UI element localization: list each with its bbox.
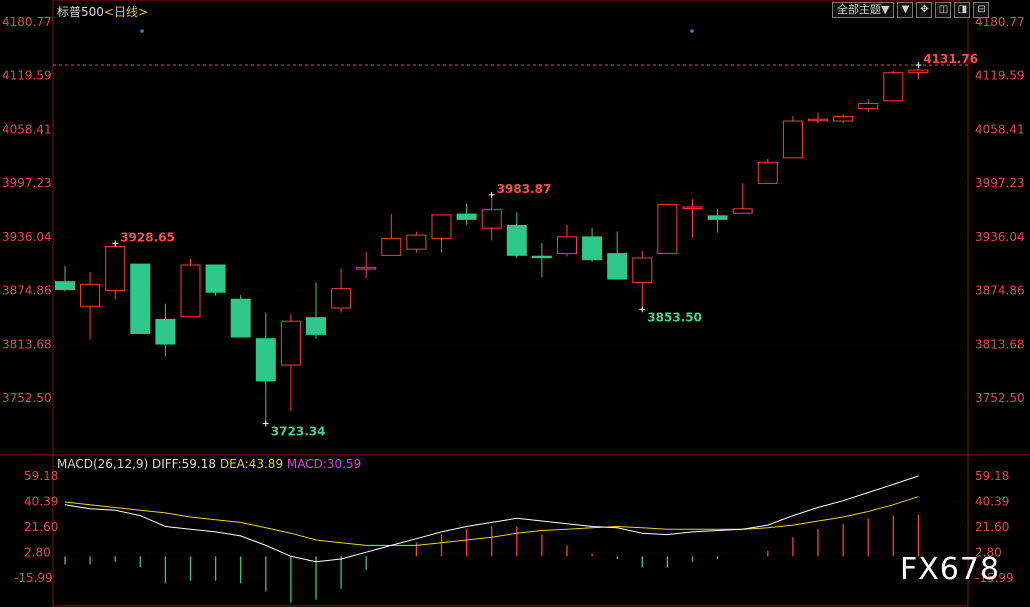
minimize-icon[interactable]: ⊟ <box>973 2 990 18</box>
candle-body-up <box>782 120 803 159</box>
high-annotation-label: 3928.65 <box>120 230 175 244</box>
price-tick-label-left: 4058.41 <box>2 122 52 136</box>
candle-body-up <box>406 234 427 250</box>
candle-body-down <box>506 224 527 256</box>
symbol-label: 标普500 <box>57 5 104 19</box>
price-tick-label-left: 3752.50 <box>2 391 52 405</box>
candle-body-up <box>858 102 879 110</box>
candle-body-up <box>80 283 101 307</box>
low-annotation-label: 3853.50 <box>647 310 702 324</box>
macd-tick-label-right: 40.39 <box>975 494 1009 508</box>
high-annotation-label: 4131.76 <box>923 52 978 66</box>
macd-tick-label-right: 2.80 <box>975 546 1002 560</box>
price-tick-label-right: 3936.04 <box>975 230 1025 244</box>
macd-tick-label-left: 2.80 <box>24 546 51 560</box>
diff-line <box>64 475 919 563</box>
candle-body-up <box>381 238 402 256</box>
candle-body-up <box>732 208 753 214</box>
candle-body-up <box>833 116 854 122</box>
frame-border <box>52 0 969 607</box>
price-tick-label-right: 3997.23 <box>975 176 1025 190</box>
candle-body-down <box>255 338 276 382</box>
macd-tick-label-left: 40.39 <box>24 494 58 508</box>
candle-body-down <box>582 236 603 261</box>
candle-body-up <box>808 118 828 122</box>
chart-header: 标普500<日线> <box>57 3 148 20</box>
candle-body-down <box>155 318 176 345</box>
price-tick-label-left: 3997.23 <box>2 176 52 190</box>
candle-body-down <box>205 264 226 293</box>
move-icon[interactable]: ✥ <box>916 2 933 18</box>
event-marker-dot <box>690 29 694 33</box>
candle-body-up <box>557 236 577 255</box>
price-tick-label-right: 3813.68 <box>975 337 1025 351</box>
macd-tick-label-left: 59.18 <box>24 469 58 483</box>
macd-tick-label-left: 21.60 <box>24 520 58 534</box>
candle-body-up <box>757 161 778 184</box>
candle-body-up <box>632 257 653 284</box>
candle-body-up <box>682 206 703 210</box>
candle-body-up <box>883 72 904 102</box>
price-tick-label-right: 3874.86 <box>975 284 1025 298</box>
high-annotation-label: 3983.87 <box>497 182 552 196</box>
low-annotation-label: 3723.34 <box>271 425 326 439</box>
candle-body-down <box>707 215 728 220</box>
split-view-icon[interactable]: ◫ <box>935 2 952 18</box>
candle-body-up <box>331 288 352 309</box>
candle-body-down <box>230 298 251 338</box>
period-label[interactable]: <日线> <box>103 5 149 19</box>
grid-lines <box>53 21 968 399</box>
candle-body-down <box>55 281 75 291</box>
candle-body-up <box>105 246 126 291</box>
macd-value-label: MACD:30.59 <box>286 457 362 471</box>
price-tick-label-right: 4119.59 <box>975 69 1025 83</box>
macd-panel: 59.18 59.18 40.39 40.39 21.60 21.60 2.80 2.80 -1… <box>14 469 1014 603</box>
price-tick-label-left: 3813.68 <box>2 337 52 351</box>
candle-body-up <box>280 320 301 366</box>
candle-body-down <box>456 213 477 220</box>
price-annotations: 3928.65 3723.34 3983.87 3853.50 4131.76 <box>112 29 978 439</box>
macd-tick-label-right: -15.99 <box>975 571 1014 585</box>
watermark-logo: FX678 <box>900 552 1001 587</box>
candle-body-up <box>180 264 201 318</box>
price-tick-label-left: 4119.59 <box>2 69 52 83</box>
price-tick-label-right: 3752.50 <box>975 391 1025 405</box>
macd-title: MACD(26,12,9) <box>57 457 149 471</box>
candle-body-down <box>306 317 326 335</box>
price-axis-ticks: 4180.77 4180.77 4119.59 4119.59 4058.41 4058.… <box>2 15 1025 405</box>
macd-tick-label-right: 59.18 <box>975 469 1009 483</box>
event-marker-dot <box>140 29 144 33</box>
candle-body-up <box>356 267 377 270</box>
dea-line <box>64 496 919 546</box>
candle-body-down <box>607 253 628 280</box>
macd-dea-label: DEA:43.89 <box>219 457 284 471</box>
macd-tick-label-right: 21.60 <box>975 520 1009 534</box>
price-tick-label-left: 3874.86 <box>2 284 52 298</box>
macd-tick-label-left: -15.99 <box>14 571 53 585</box>
chart-toolbar: 全部主题▼ ▼ ✥ ◫ ◨ ⊟ <box>832 2 990 18</box>
candle-body-up <box>431 214 452 240</box>
candles <box>55 65 929 424</box>
theme-select[interactable]: 全部主题▼ <box>832 2 895 18</box>
candle-body-up <box>908 69 929 74</box>
candle-body-up <box>481 209 502 229</box>
macd-header: MACD(26,12,9) DIFF:59.18 DEA:43.89 MACD:… <box>57 457 361 471</box>
candle-body-up <box>657 203 678 255</box>
price-tick-label-left: 4180.77 <box>2 15 52 29</box>
price-tick-label-right: 4180.77 <box>975 15 1025 29</box>
dropdown-icon[interactable]: ▼ <box>897 2 914 18</box>
price-tick-label-right: 4058.41 <box>975 122 1025 136</box>
candle-body-down <box>531 255 552 259</box>
price-tick-label-left: 3936.04 <box>2 230 52 244</box>
macd-diff-label: DIFF:59.18 <box>151 457 217 471</box>
candle-body-down <box>130 263 151 334</box>
panel-icon[interactable]: ◨ <box>954 2 971 18</box>
